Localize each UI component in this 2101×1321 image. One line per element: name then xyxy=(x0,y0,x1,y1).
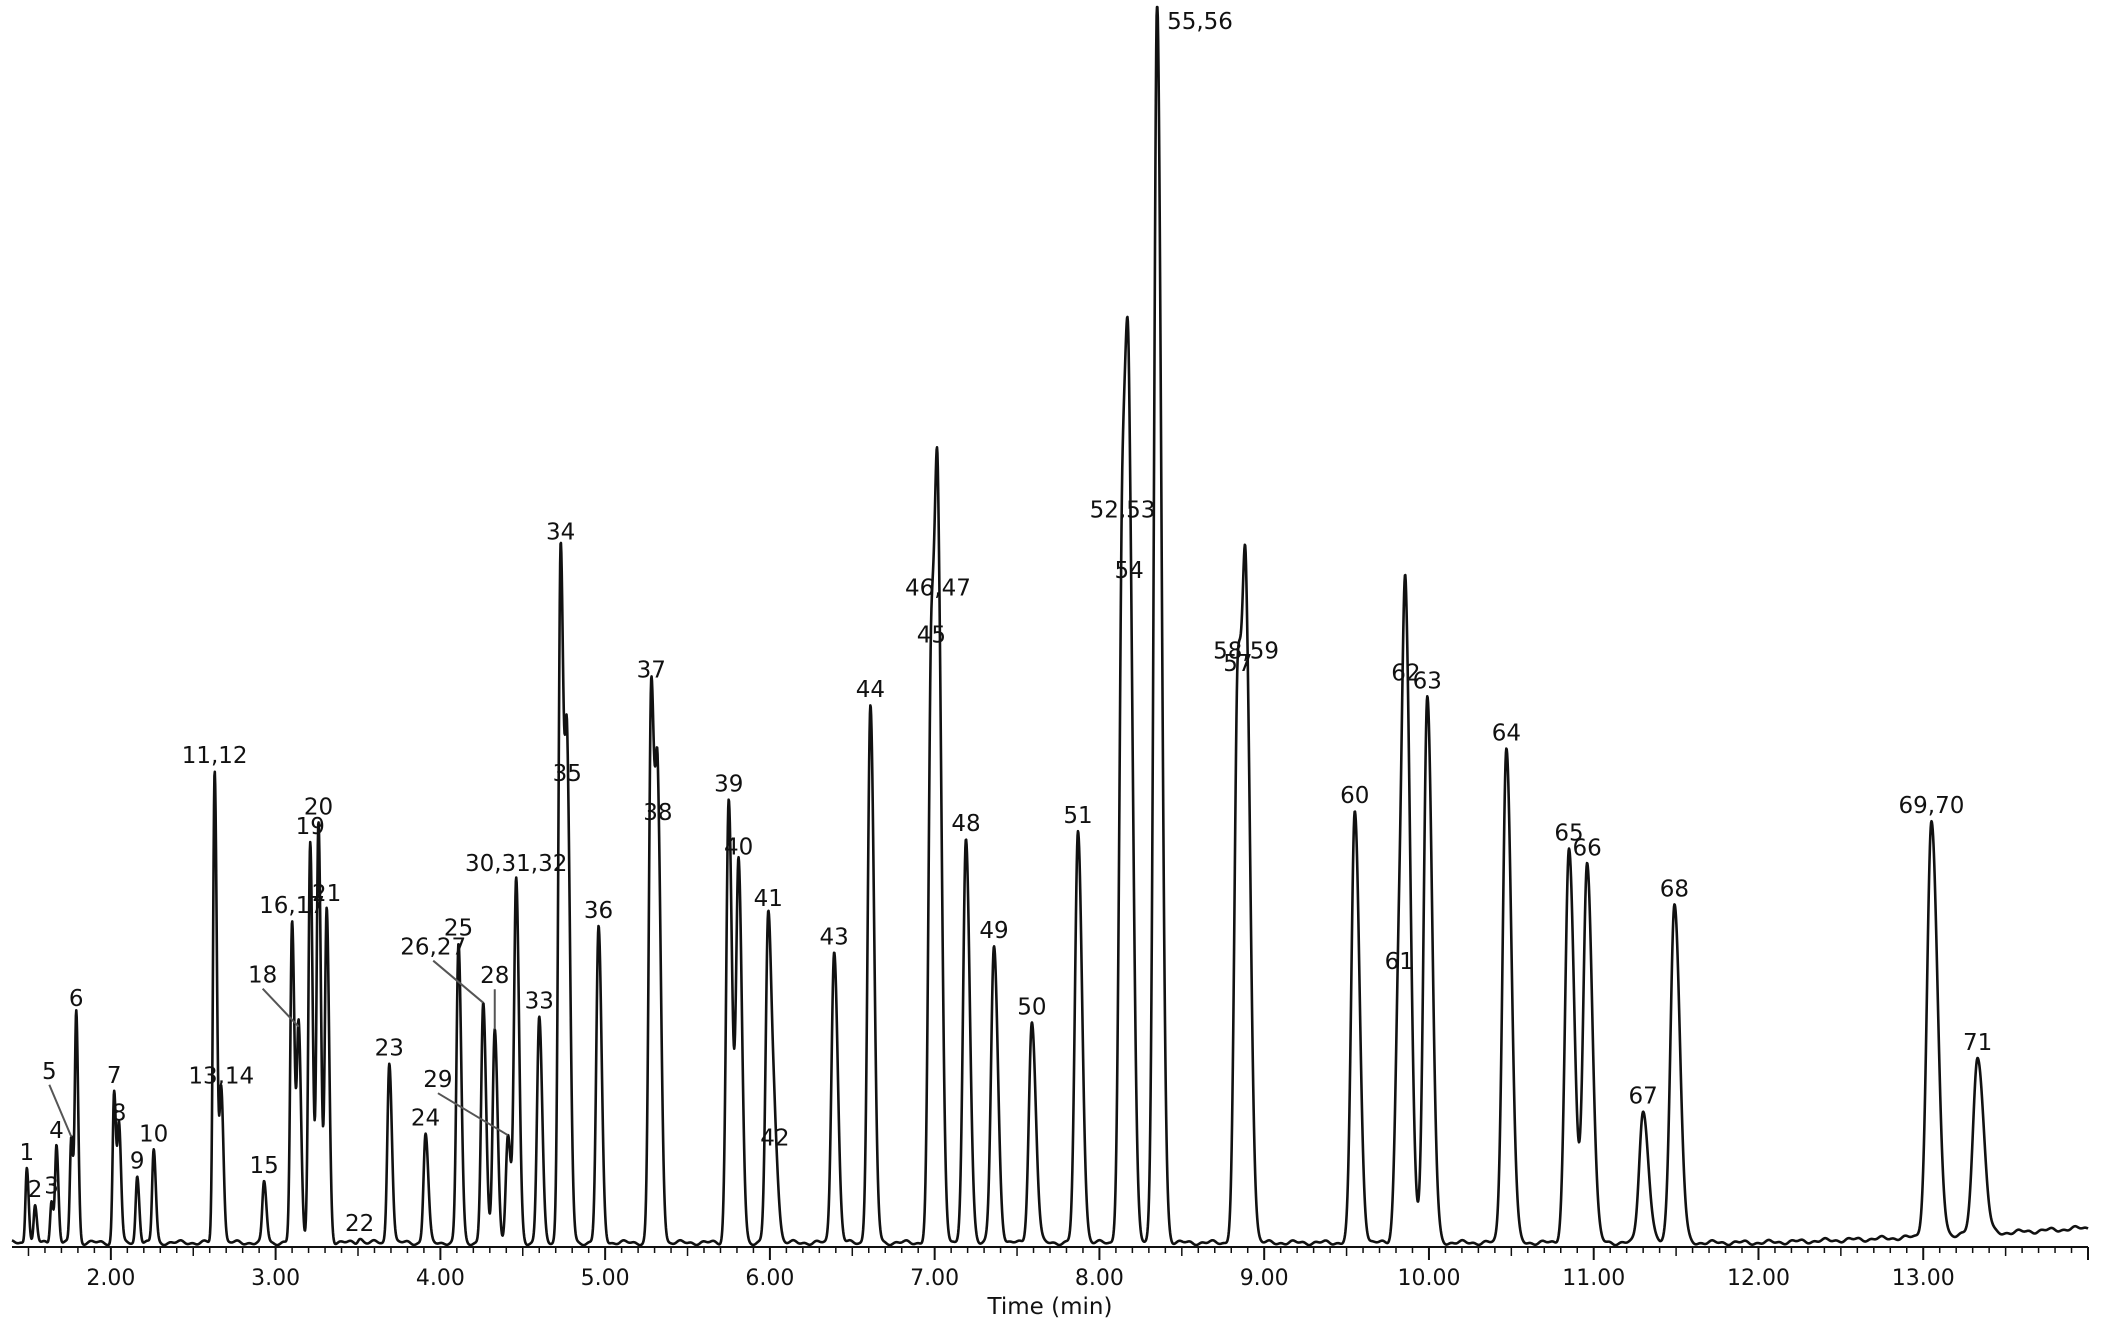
plot-area xyxy=(11,5,2089,1247)
peak-label: 52,53 xyxy=(1090,498,1156,524)
peak-label: 1 xyxy=(20,1140,35,1166)
x-tick-label: 6.00 xyxy=(745,1266,794,1291)
peak-label: 13,14 xyxy=(188,1063,254,1089)
peak-label: 11,12 xyxy=(182,743,248,769)
peak-label: 26,27 xyxy=(400,935,466,961)
x-tick-label: 2.00 xyxy=(86,1266,135,1291)
leader-line xyxy=(48,1084,73,1138)
peak-label: 25 xyxy=(444,915,473,941)
x-tick-label: 11.00 xyxy=(1562,1266,1625,1291)
peak-label: 9 xyxy=(130,1149,145,1175)
peak-label: 4 xyxy=(49,1118,64,1144)
peak-label: 19 xyxy=(296,814,325,840)
peak-label: 35 xyxy=(553,761,582,787)
peak-label: 15 xyxy=(249,1153,278,1179)
peak-label: 48 xyxy=(951,811,980,837)
peak-label: 33 xyxy=(525,989,554,1015)
peak-label: 55,56 xyxy=(1167,9,1233,35)
x-tick-label: 3.00 xyxy=(251,1266,300,1291)
leader-line xyxy=(437,1092,509,1137)
peak-label: 7 xyxy=(107,1063,122,1089)
peak-label: 41 xyxy=(754,886,783,912)
peak-label: 20 xyxy=(304,795,333,821)
leader-line xyxy=(261,988,300,1028)
peak-label: 16,17 xyxy=(259,893,325,919)
x-tick-label: 12.00 xyxy=(1727,1266,1790,1291)
chromatogram-trace xyxy=(11,5,2089,1247)
peak-label: 23 xyxy=(375,1036,404,1062)
x-tick-label: 8.00 xyxy=(1075,1266,1124,1291)
peak-label: 8 xyxy=(112,1101,127,1127)
x-tick-label: 13.00 xyxy=(1892,1266,1955,1291)
peak-label: 50 xyxy=(1017,994,1046,1020)
peak-label: 29 xyxy=(423,1067,452,1093)
peak-label: 37 xyxy=(637,658,666,684)
x-tick-label: 5.00 xyxy=(581,1266,630,1291)
peak-label: 49 xyxy=(979,918,1008,944)
peak-label: 40 xyxy=(724,835,753,861)
peak-label: 24 xyxy=(411,1106,440,1132)
peak-label: 54 xyxy=(1114,558,1143,584)
peak-label: 2 xyxy=(28,1177,43,1203)
peak-label: 57 xyxy=(1223,651,1252,677)
peak-label: 43 xyxy=(820,924,849,950)
peak-label: 44 xyxy=(856,677,885,703)
x-axis-title: Time (min) xyxy=(987,1294,1113,1320)
peak-label: 34 xyxy=(546,519,575,545)
peak-label: 18 xyxy=(248,963,277,989)
x-tick-label: 10.00 xyxy=(1397,1266,1460,1291)
peak-label: 28 xyxy=(480,963,509,989)
peak-label: 36 xyxy=(584,898,613,924)
peak-label: 39 xyxy=(714,772,743,798)
peak-label: 69,70 xyxy=(1899,793,1965,819)
peak-label: 66 xyxy=(1572,836,1601,862)
peak-label: 71 xyxy=(1963,1030,1992,1056)
peak-label: 3 xyxy=(44,1173,59,1199)
peak-labels: 12 34567891011,1213,141516,17181920212223… xyxy=(20,9,1993,1237)
peak-label: 65 xyxy=(1554,821,1583,847)
x-tick-label: 4.00 xyxy=(416,1266,465,1291)
peak-label: 64 xyxy=(1492,720,1521,746)
peak-label: 5 xyxy=(42,1059,57,1085)
peak-label: 46,47 xyxy=(905,576,971,602)
peak-label: 22 xyxy=(345,1211,374,1237)
peak-label: 68 xyxy=(1660,876,1689,902)
leader-line xyxy=(432,959,484,1004)
peak-label: 51 xyxy=(1063,803,1092,829)
peak-label: 21 xyxy=(312,881,341,907)
peak-label: 61 xyxy=(1385,949,1414,975)
x-tick-label: 9.00 xyxy=(1240,1266,1289,1291)
peak-label: 45 xyxy=(917,623,946,649)
peak-label: 38 xyxy=(643,800,672,826)
x-axis-ticks: 2.00 3.00 4.00 5.00 6.00 7.00 8.00 9.00 10.00 11.… xyxy=(27,1247,2089,1291)
peak-label: 58,59 xyxy=(1213,638,1279,664)
peak-label: 10 xyxy=(139,1121,168,1147)
peak-label: 6 xyxy=(69,986,84,1012)
peak-label: 62 xyxy=(1391,660,1420,686)
leader-lines xyxy=(48,959,509,1138)
peak-label: 60 xyxy=(1340,783,1369,809)
peak-label: 30,31,32 xyxy=(465,851,567,877)
peak-label: 42 xyxy=(760,1126,789,1152)
x-tick-label: 7.00 xyxy=(910,1266,959,1291)
peak-label: 67 xyxy=(1629,1084,1658,1110)
peak-label: 63 xyxy=(1413,668,1442,694)
